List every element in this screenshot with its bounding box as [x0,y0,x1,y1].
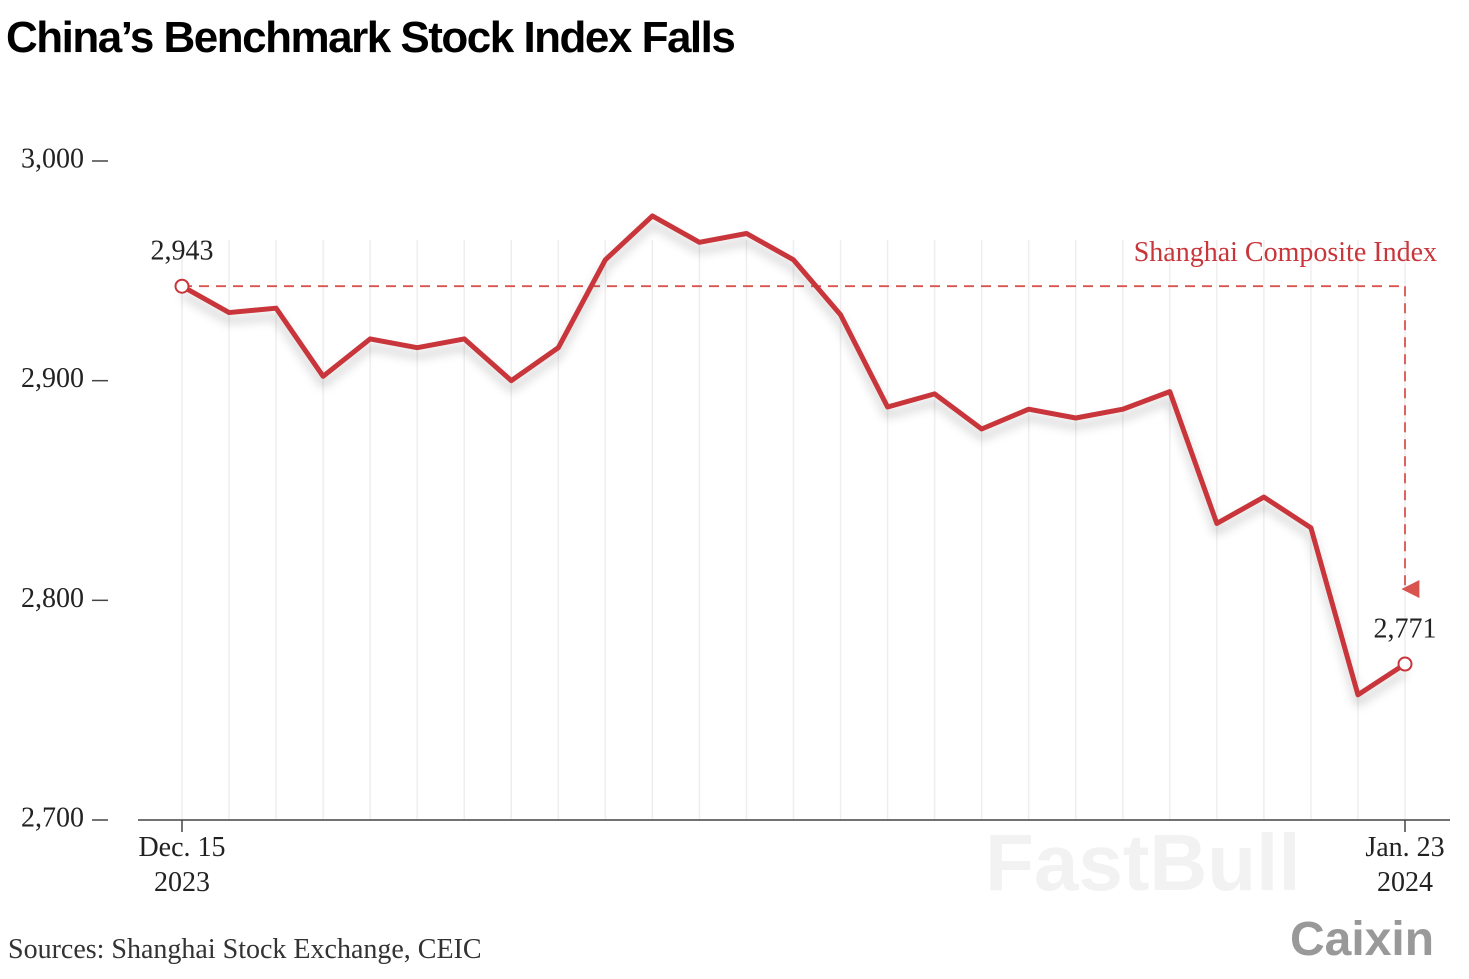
y-tick-label: 2,800 [21,583,84,614]
end-point [1397,656,1413,672]
watermark: FastBull [985,818,1301,907]
logo: Caixin [1290,913,1434,966]
x-tick-label: Dec. 15 2023 [138,832,226,898]
series-line [180,213,1407,698]
x-tick-label: Jan. 23 2024 [1365,832,1445,898]
y-tick-label: 3,000 [21,143,84,174]
end-point [174,278,190,294]
chart-title: China’s Benchmark Stock Index Falls [6,13,734,62]
source: Sources: Shanghai Stock Exchange, CEIC [8,934,482,965]
data-label: 2,943 [151,236,214,267]
y-tick-label: 2,700 [21,802,84,833]
series-label: Shanghai Composite Index [1134,237,1437,268]
data-label: 2,771 [1374,613,1437,644]
y-tick-label: 2,900 [21,363,84,394]
